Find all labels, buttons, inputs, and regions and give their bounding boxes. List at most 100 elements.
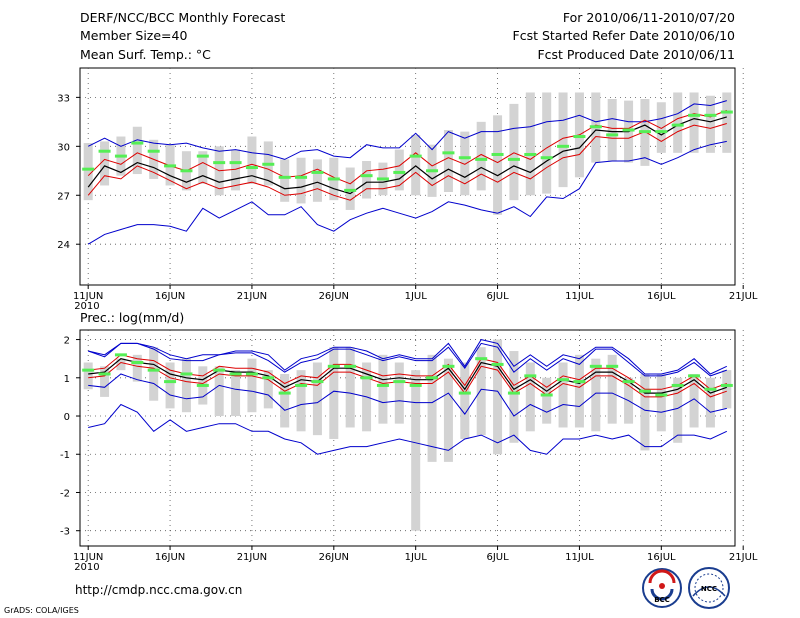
prec-xtick-label: 21JUL (729, 552, 758, 563)
prec-median-marker (229, 372, 242, 376)
footer-credit: GrADS: COLA/IGES (4, 606, 79, 615)
temp-median-marker (295, 175, 308, 179)
temp-median-marker (557, 144, 570, 148)
prec-median-marker (278, 391, 291, 395)
prec-spread-box (83, 362, 93, 390)
prec-median-marker (295, 383, 308, 387)
prec-spread-box (231, 370, 241, 417)
prec-median-marker (704, 387, 717, 391)
temp-median-marker (164, 164, 177, 168)
member-size: Member Size=40 (80, 28, 187, 43)
temp-median-marker (655, 130, 668, 134)
prec-median-marker (720, 383, 733, 387)
temp-median-marker (589, 125, 602, 129)
prec-median-marker (147, 368, 160, 372)
prec-median-marker (82, 368, 95, 372)
prec-median-marker (475, 357, 488, 361)
prec-median-marker (507, 391, 520, 395)
temp-spread-box (509, 103, 519, 201)
temp-median-marker (245, 166, 258, 170)
temp-median-marker (491, 152, 504, 156)
prec-lower-2sd-line (88, 373, 727, 417)
prec-median-marker (557, 378, 570, 382)
prec-median-marker (606, 364, 619, 368)
temp-xtick-label: 16JUN (155, 291, 185, 302)
temp-xtick-label: 6JUL (486, 291, 509, 302)
prec-spread-box (149, 347, 159, 401)
temp-median-marker (409, 154, 422, 158)
prec-median-marker (213, 368, 226, 372)
temp-spread-box (280, 159, 290, 202)
temp-spread-box (411, 134, 421, 196)
bcc-logo: BCC (642, 568, 682, 608)
prec-xtick-label: 2010 (74, 562, 99, 573)
prec-spread-box (296, 370, 306, 432)
temp-median-marker (475, 157, 488, 161)
prec-median-marker (131, 360, 144, 364)
temp-median-marker (213, 161, 226, 165)
prec-spread-box (476, 347, 486, 436)
temp-median-marker (147, 149, 160, 153)
prec-spread-box (100, 366, 110, 397)
prec-spread-box (689, 373, 699, 428)
prec-ytick-label: -1 (60, 450, 70, 461)
temp-xtick-label: 1JUL (405, 291, 428, 302)
prec-spread-box (722, 370, 732, 409)
chart-title: DERF/NCC/BCC Monthly Forecast (80, 10, 285, 25)
prec-spread-box (673, 377, 683, 443)
temp-median-marker (180, 169, 193, 173)
prec-spread-box (525, 362, 535, 432)
temp-median-marker (622, 128, 635, 132)
panel1-title: Mean Surf. Temp.: °C (80, 47, 211, 62)
temp-median-marker (507, 157, 520, 161)
prec-lower-1sd-line (88, 361, 727, 398)
prec-xtick-label: 11JUL (565, 552, 594, 563)
prec-median-marker (589, 364, 602, 368)
temp-median-marker (524, 152, 537, 156)
temp-lower-1sd-line (87, 123, 727, 201)
prec-median-marker (376, 383, 389, 387)
temp-spread-box (607, 99, 617, 161)
prec-spread-box (427, 354, 437, 462)
prec-upper-2sd-line (88, 342, 727, 377)
temp-spread-box (493, 115, 503, 215)
bcc-logo-text: BCC (654, 596, 670, 604)
prec-median-marker (98, 372, 111, 376)
temp-median-marker (688, 113, 701, 117)
temp-spread-box (83, 143, 93, 201)
temp-xtick-label: 2010 (74, 301, 99, 312)
prec-median-marker (688, 374, 701, 378)
temp-xtick-label: 11JUL (565, 291, 594, 302)
temp-median-marker (262, 162, 275, 166)
temp-spread-box (673, 92, 683, 153)
prec-xtick-label: 6JUL (486, 552, 509, 563)
temp-spread-box (394, 149, 404, 191)
prec-lower-3sd-line (88, 403, 728, 455)
prec-spread-box (493, 339, 503, 455)
prec-median-marker (164, 380, 177, 384)
temp-xtick-label: 21JUN (237, 291, 267, 302)
temp-median-marker (98, 149, 111, 153)
footer-url[interactable]: http://cmdp.ncc.cma.gov.cn (75, 583, 242, 597)
temp-spread-box (312, 159, 322, 202)
temp-spread-box (362, 161, 372, 199)
prec-xtick-label: 26JUN (319, 552, 349, 563)
prec-median-marker (360, 376, 373, 380)
prec-spread-box (214, 366, 224, 417)
temp-spread-box (722, 92, 732, 153)
temp-spread-box (460, 131, 470, 196)
forecast-period: For 2010/06/11-2010/07/20 (563, 10, 735, 25)
temp-spread-box (231, 149, 241, 191)
temp-spread-box (656, 102, 666, 153)
prec-spread-box (165, 362, 175, 409)
prec-spread-box (558, 362, 568, 428)
temp-spread-box (443, 130, 453, 192)
prec-median-marker (344, 364, 357, 368)
prec-median-marker (573, 380, 586, 384)
temp-median-marker (82, 167, 95, 171)
temp-spread-box (247, 136, 257, 184)
prec-spread-box (509, 351, 519, 443)
